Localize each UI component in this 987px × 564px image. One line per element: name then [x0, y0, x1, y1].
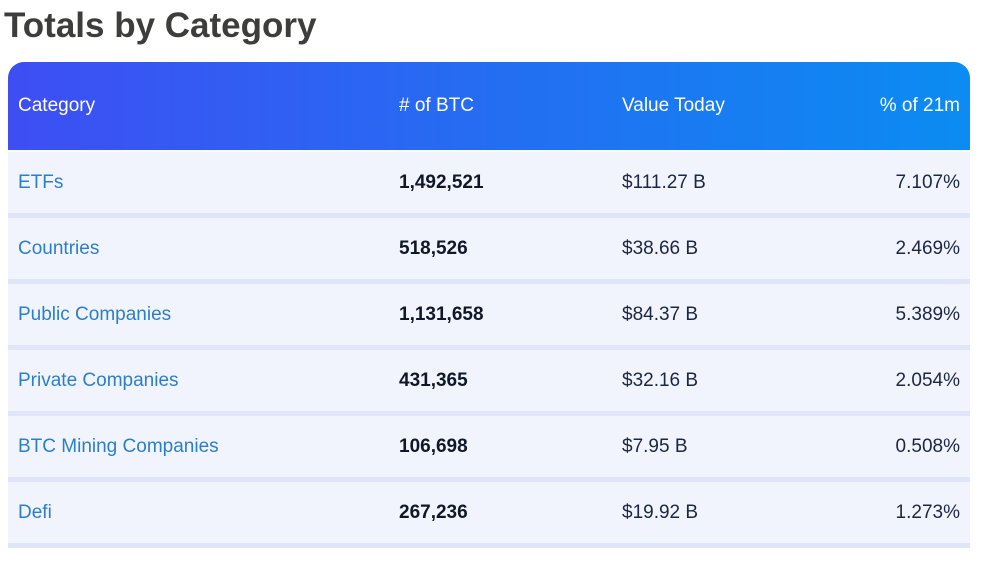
table-body: ETFs 1,492,521 $111.27 B 7.107% Countries 518… [8, 150, 970, 548]
category-link[interactable]: Defi [18, 501, 52, 523]
pct-cell: 2.054% [895, 369, 960, 391]
btc-cell: 431,365 [399, 369, 468, 391]
totals-by-category-table: Category # of BTC Value Today % of 21m E… [8, 62, 970, 548]
category-link[interactable]: ETFs [18, 171, 64, 193]
table-row: Private Companies 431,365 $32.16 B 2.054% [8, 350, 970, 416]
column-header-btc: # of BTC [399, 95, 474, 116]
category-link[interactable]: BTC Mining Companies [18, 435, 219, 457]
page-title: Totals by Category [4, 6, 317, 45]
pct-cell: 7.107% [895, 171, 960, 193]
column-header-value-today: Value Today [622, 95, 725, 116]
value-cell: $84.37 B [622, 303, 699, 325]
table-row: ETFs 1,492,521 $111.27 B 7.107% [8, 152, 970, 218]
pct-cell: 1.273% [895, 501, 960, 523]
btc-cell: 1,492,521 [399, 171, 484, 193]
value-cell: $7.95 B [622, 435, 688, 457]
btc-cell: 1,131,658 [399, 303, 484, 325]
value-cell: $111.27 B [622, 171, 706, 193]
pct-cell: 2.469% [895, 237, 960, 259]
value-cell: $38.66 B [622, 237, 699, 259]
value-cell: $32.16 B [622, 369, 699, 391]
category-link[interactable]: Public Companies [18, 303, 172, 325]
table-row: BTC Mining Companies 106,698 $7.95 B 0.508% [8, 416, 970, 482]
column-header-pct-of-21m: % of 21m [879, 95, 960, 116]
table-header-row: Category # of BTC Value Today % of 21m [8, 62, 970, 150]
category-link[interactable]: Private Companies [18, 369, 179, 391]
column-header-category: Category [18, 95, 96, 116]
table-row: Countries 518,526 $38.66 B 2.469% [8, 218, 970, 284]
btc-cell: 106,698 [399, 435, 468, 457]
btc-cell: 518,526 [399, 237, 468, 259]
table-row: Defi 267,236 $19.92 B 1.273% [8, 482, 970, 548]
pct-cell: 0.508% [895, 435, 960, 457]
value-cell: $19.92 B [622, 501, 699, 523]
category-link[interactable]: Countries [18, 237, 100, 259]
table-row: Public Companies 1,131,658 $84.37 B 5.389% [8, 284, 970, 350]
btc-cell: 267,236 [399, 501, 468, 523]
pct-cell: 5.389% [895, 303, 960, 325]
